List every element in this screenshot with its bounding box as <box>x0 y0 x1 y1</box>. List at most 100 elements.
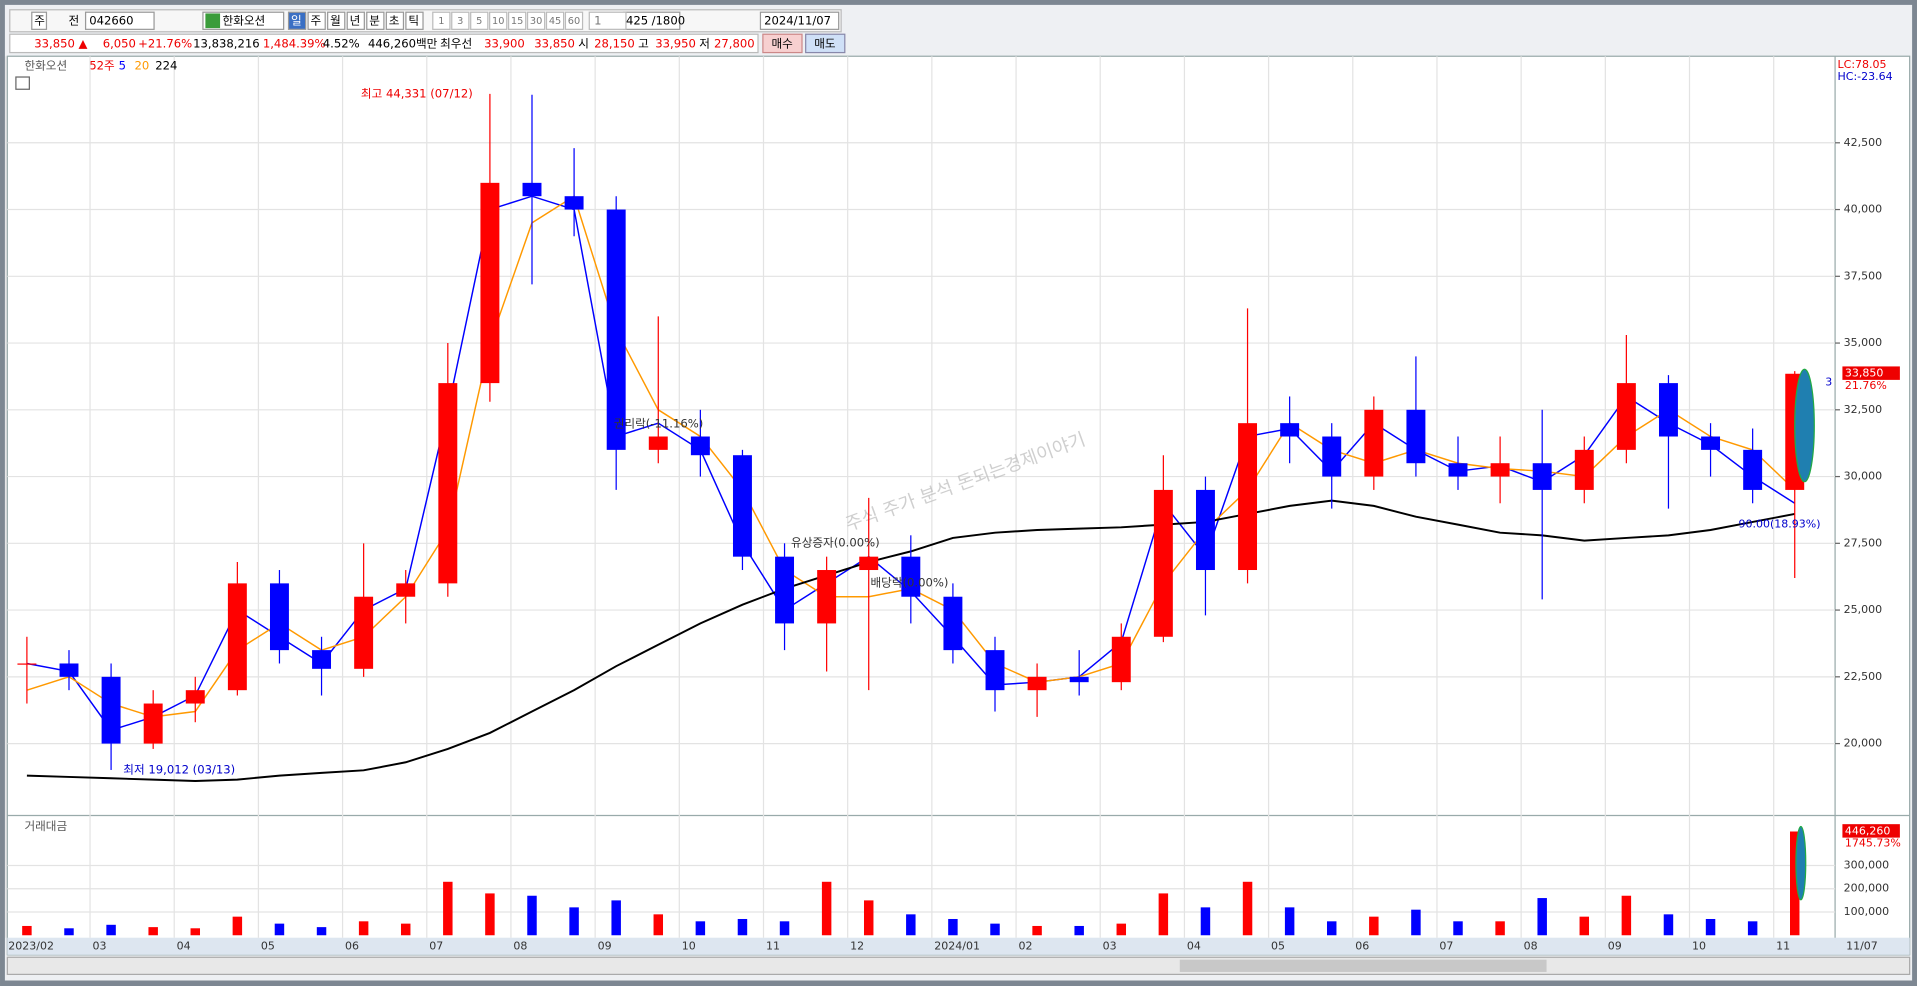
volume-bar <box>569 907 579 936</box>
sell[interactable]: 매도 <box>814 37 836 51</box>
y-tick-label: 42,500 <box>1844 136 1882 149</box>
volume-bar <box>1326 921 1337 936</box>
period-button[interactable] <box>307 11 326 30</box>
volume-bar <box>1116 923 1127 936</box>
low-label: 저 <box>699 37 710 51</box>
candle-body <box>438 383 458 584</box>
name-box[interactable] <box>202 11 285 30</box>
candle-body <box>1743 449 1763 490</box>
volume-bar <box>22 925 32 936</box>
volume-bar <box>1790 831 1800 936</box>
period-button[interactable] <box>366 11 385 30</box>
rate: +21.76% <box>138 37 192 51</box>
candle-body <box>1322 436 1342 477</box>
candle-body <box>143 703 163 744</box>
period-button[interactable] <box>405 11 424 30</box>
candle-body <box>1280 423 1300 437</box>
volume-bar <box>779 921 790 936</box>
y-tick-label: 100,000 <box>1844 905 1890 918</box>
candle-body <box>648 436 668 450</box>
candle-body <box>312 650 332 669</box>
candle-body <box>1195 489 1215 571</box>
y-tick-label: 27,500 <box>1844 536 1882 549</box>
interval[interactable]: 15 <box>511 16 523 27</box>
candle-body <box>1238 423 1258 571</box>
period[interactable]: 초 <box>389 13 400 27</box>
interval[interactable]: 1 <box>438 16 444 27</box>
stock-name[interactable]: 한화오션 <box>223 13 266 27</box>
date-box[interactable] <box>759 11 840 30</box>
period[interactable]: 틱 <box>408 13 419 27</box>
candle-body <box>227 583 247 691</box>
grid-icon[interactable] <box>15 76 30 90</box>
interval-button[interactable] <box>451 11 470 30</box>
buy[interactable]: 매수 <box>771 37 793 51</box>
unit-box[interactable] <box>588 11 627 30</box>
period-button[interactable] <box>287 11 307 30</box>
x-tick-label: 06 <box>345 939 359 952</box>
scrollbar[interactable] <box>6 956 1911 975</box>
interval-button[interactable] <box>489 11 508 30</box>
interval[interactable]: 45 <box>549 16 561 27</box>
interval[interactable]: 5 <box>476 16 482 27</box>
interval[interactable]: 60 <box>568 16 580 27</box>
date[interactable]: 2024/11/07 <box>764 13 831 27</box>
legend-entry: 20 <box>134 59 149 73</box>
buy-button[interactable] <box>762 33 803 54</box>
prev[interactable]: 전 <box>68 13 79 27</box>
count-max: /1800 <box>652 13 685 27</box>
candle-body <box>606 209 626 450</box>
period[interactable]: 년 <box>350 13 361 27</box>
volume-bar <box>64 928 74 936</box>
volume-bar <box>948 918 958 936</box>
ask: 33,900 <box>484 37 525 51</box>
y-tick-label: 35,000 <box>1844 336 1882 349</box>
candle-body <box>564 196 584 210</box>
period[interactable]: 주 <box>311 13 322 27</box>
period-button[interactable] <box>346 11 365 30</box>
sell-button[interactable] <box>805 33 846 54</box>
interval-button[interactable] <box>507 11 527 30</box>
interval-button[interactable] <box>432 11 451 30</box>
count[interactable]: 425 <box>626 13 648 27</box>
candle-body <box>985 650 1005 691</box>
x-tick-label: 12 <box>850 939 864 952</box>
interval[interactable]: 10 <box>492 16 504 27</box>
candle-body <box>817 570 837 624</box>
code-input[interactable] <box>84 11 155 30</box>
scroll-thumb[interactable] <box>1179 959 1547 972</box>
y-tick-label: 200,000 <box>1844 882 1890 895</box>
candle-body <box>1069 676 1089 683</box>
toolbar: 주 전 042660 한화오션 425 /1800 2024/11/07 <box>9 9 842 33</box>
current-volume: 446,260 <box>1845 825 1891 838</box>
interval-button[interactable] <box>545 11 565 30</box>
interval-button[interactable] <box>526 11 546 30</box>
period[interactable]: 일 <box>291 13 302 27</box>
interval[interactable]: 30 <box>530 16 542 27</box>
x-tick-label: 05 <box>261 939 275 952</box>
market-select[interactable] <box>31 11 48 30</box>
interval-button[interactable] <box>564 11 584 30</box>
candle-body <box>1532 463 1552 490</box>
y-tick-label: 300,000 <box>1844 859 1890 872</box>
candle-body <box>59 663 79 677</box>
period[interactable]: 분 <box>369 13 380 27</box>
period[interactable]: 월 <box>330 13 341 27</box>
market[interactable]: 주 <box>34 13 45 27</box>
volume-title: 거래대금 <box>24 819 67 833</box>
volume-bar <box>990 923 1000 936</box>
volume-bar <box>1705 918 1716 936</box>
volume-bar <box>653 914 664 936</box>
event-annotation: 유상증자(0.00%) <box>791 535 880 549</box>
candle-body <box>1574 449 1594 490</box>
interval-button[interactable] <box>470 11 489 30</box>
volume-bar <box>1621 895 1632 936</box>
turnover: 4.52% <box>323 37 360 51</box>
unit[interactable]: 1 <box>594 13 601 27</box>
period-button[interactable] <box>327 11 346 30</box>
x-tick-label: 07 <box>1439 939 1453 952</box>
period-button[interactable] <box>385 11 405 30</box>
interval[interactable]: 3 <box>457 16 463 27</box>
volume-bar <box>1242 881 1253 936</box>
code[interactable]: 042660 <box>89 13 133 27</box>
